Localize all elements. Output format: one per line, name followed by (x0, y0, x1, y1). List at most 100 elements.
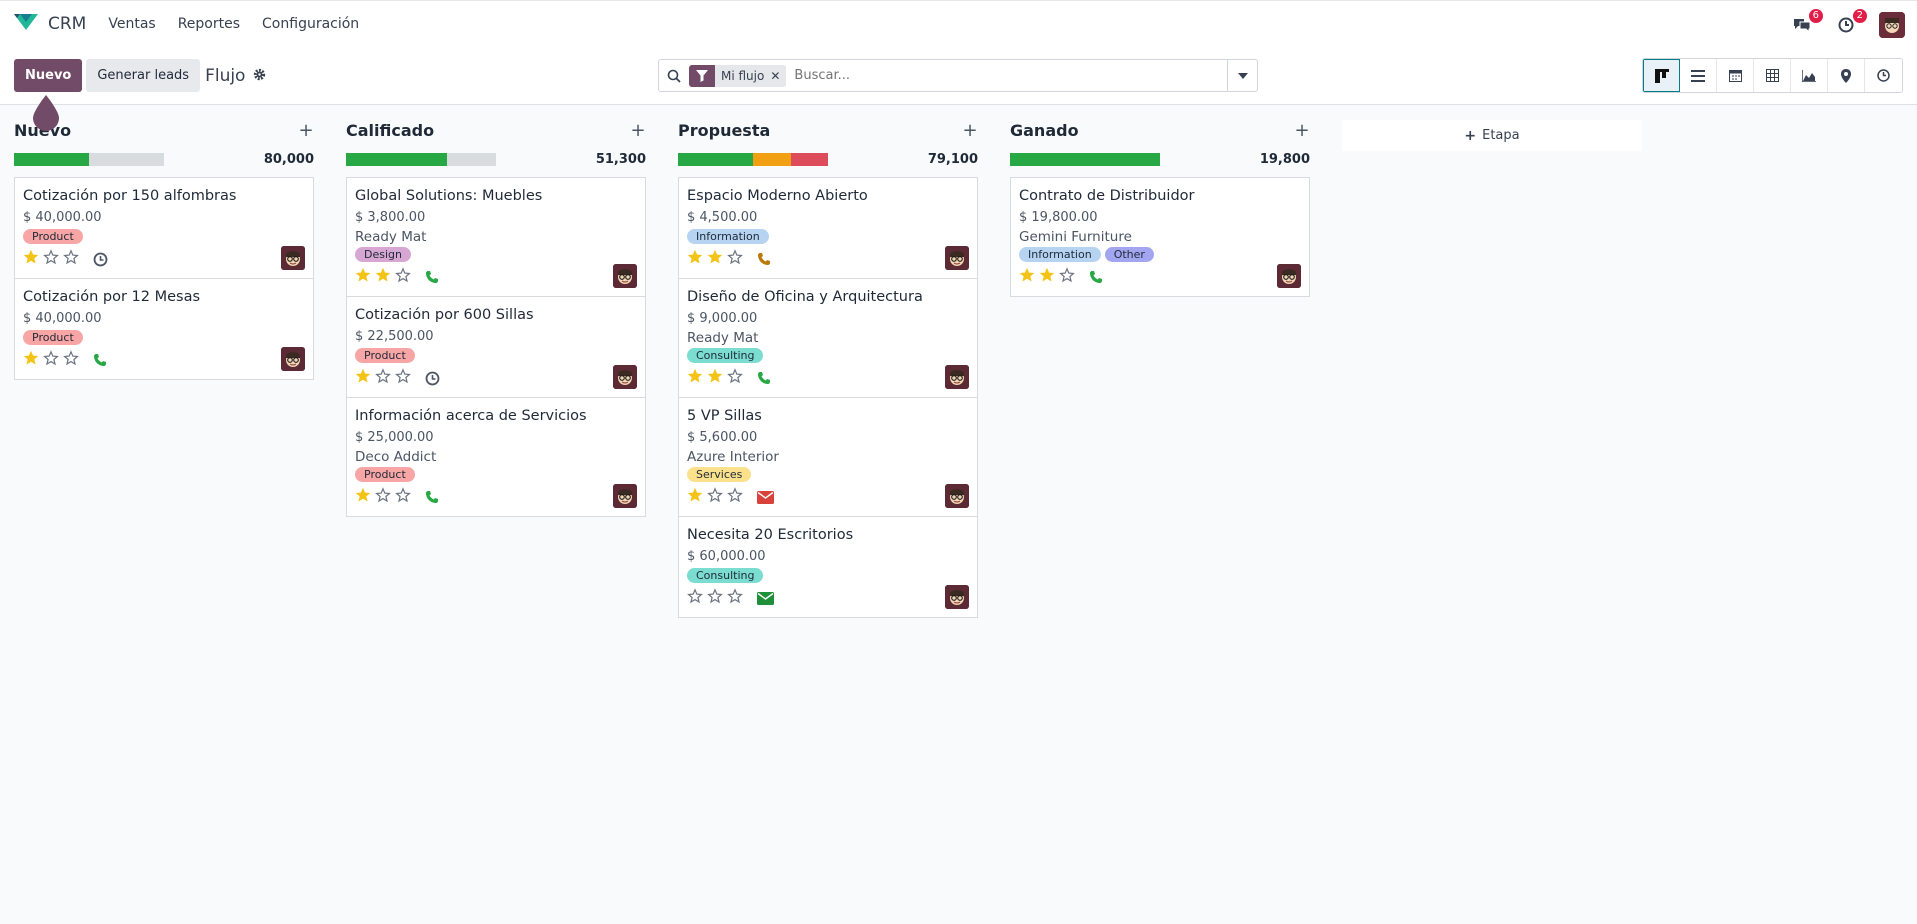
star-icon[interactable] (687, 588, 703, 608)
clock-icon[interactable] (93, 252, 108, 267)
column-progress-bar[interactable] (14, 152, 164, 166)
app-logo[interactable]: CRM (12, 12, 86, 36)
kanban-card[interactable]: Contrato de Distribuidor $ 19,800.00 Gemin… (1011, 178, 1309, 296)
view-pivot-button[interactable] (1754, 59, 1791, 92)
star-icon[interactable] (43, 350, 59, 370)
column-progress-bar[interactable] (678, 152, 828, 166)
column-title[interactable]: Propuesta (678, 120, 771, 140)
star-icon[interactable] (375, 487, 391, 507)
assignee-avatar[interactable] (1277, 264, 1301, 288)
column-progress-bar[interactable] (1010, 152, 1160, 166)
phone-icon[interactable] (425, 490, 439, 504)
star-icon[interactable] (43, 249, 59, 269)
star-icon[interactable] (707, 249, 723, 269)
generate-leads-button[interactable]: Generar leads (86, 59, 201, 92)
activities-button[interactable]: 2 (1835, 8, 1867, 36)
search-options-toggle[interactable] (1227, 60, 1257, 91)
kanban-card[interactable]: Cotización por 150 alfombras $ 40,000.00 P… (15, 178, 313, 279)
progress-segment[interactable] (346, 152, 447, 166)
star-icon[interactable] (687, 368, 703, 388)
phone-icon[interactable] (757, 252, 771, 266)
phone-icon[interactable] (425, 270, 439, 284)
star-icon[interactable] (395, 267, 411, 287)
view-map-button[interactable] (1828, 59, 1865, 92)
star-icon[interactable] (355, 267, 371, 287)
assignee-avatar[interactable] (613, 365, 637, 389)
star-icon[interactable] (395, 368, 411, 388)
assignee-avatar[interactable] (945, 585, 969, 609)
kanban-card[interactable]: Información acerca de Servicios $ 25,000.… (347, 398, 645, 516)
star-icon[interactable] (707, 487, 723, 507)
kanban-card[interactable]: Cotización por 600 Sillas $ 22,500.00 Prod… (347, 297, 645, 398)
kanban-card[interactable]: Diseño de Oficina y Arquitectura $ 9,000.… (679, 279, 977, 398)
column-progress-row: 80,000 (14, 147, 314, 171)
assignee-avatar[interactable] (281, 347, 305, 371)
progress-segment[interactable] (790, 152, 828, 166)
progress-segment[interactable] (678, 152, 753, 166)
menu-configuracion[interactable]: Configuración (262, 16, 360, 32)
mail-icon[interactable] (757, 591, 774, 605)
star-icon[interactable] (687, 487, 703, 507)
star-icon[interactable] (727, 368, 743, 388)
view-graph-button[interactable] (1791, 59, 1828, 92)
view-kanban-button[interactable] (1643, 59, 1680, 92)
add-stage-button[interactable]: + Etapa (1342, 120, 1642, 151)
star-icon[interactable] (63, 350, 79, 370)
assignee-avatar[interactable] (613, 264, 637, 288)
quick-create-plus-icon[interactable]: + (298, 119, 314, 141)
assignee-avatar[interactable] (945, 246, 969, 270)
progress-segment[interactable] (1010, 152, 1160, 166)
star-icon[interactable] (1039, 267, 1055, 287)
assignee-avatar[interactable] (281, 246, 305, 270)
star-icon[interactable] (395, 487, 411, 507)
mail-icon[interactable] (757, 490, 774, 504)
progress-segment[interactable] (14, 152, 89, 166)
phone-icon[interactable] (757, 371, 771, 385)
star-icon[interactable] (727, 249, 743, 269)
star-icon[interactable] (355, 368, 371, 388)
column-progress-bar[interactable] (346, 152, 496, 166)
gear-icon[interactable] (253, 66, 266, 86)
quick-create-plus-icon[interactable]: + (1294, 119, 1310, 141)
view-activity-button[interactable] (1865, 59, 1902, 92)
kanban-card[interactable]: Espacio Moderno Abierto $ 4,500.00 Informa… (679, 178, 977, 279)
control-panel: Nuevo Generar leads Flujo Mi flujo ✕ (0, 47, 1917, 105)
star-icon[interactable] (375, 368, 391, 388)
column-title[interactable]: Ganado (1010, 120, 1079, 140)
view-list-button[interactable] (1680, 59, 1717, 92)
star-icon[interactable] (23, 350, 39, 370)
view-calendar-button[interactable] (1717, 59, 1754, 92)
assignee-avatar[interactable] (945, 484, 969, 508)
star-icon[interactable] (727, 588, 743, 608)
kanban-card[interactable]: Global Solutions: Muebles $ 3,800.00 Ready… (347, 178, 645, 297)
star-icon[interactable] (23, 249, 39, 269)
star-icon[interactable] (687, 249, 703, 269)
column-title[interactable]: Calificado (346, 120, 435, 140)
progress-segment[interactable] (753, 152, 791, 166)
quick-create-plus-icon[interactable]: + (630, 119, 646, 141)
quick-create-plus-icon[interactable]: + (962, 119, 978, 141)
star-icon[interactable] (1059, 267, 1075, 287)
menu-reportes[interactable]: Reportes (177, 16, 241, 32)
kanban-card[interactable]: Cotización por 12 Mesas $ 40,000.00 Produc… (15, 279, 313, 379)
star-icon[interactable] (1019, 267, 1035, 287)
star-icon[interactable] (63, 249, 79, 269)
star-icon[interactable] (707, 588, 723, 608)
clock-icon[interactable] (425, 371, 440, 386)
star-icon[interactable] (355, 487, 371, 507)
assignee-avatar[interactable] (613, 484, 637, 508)
menu-ventas[interactable]: Ventas (108, 16, 156, 32)
user-avatar[interactable] (1879, 11, 1905, 38)
new-button[interactable]: Nuevo (14, 59, 83, 92)
search-input[interactable] (794, 68, 1227, 83)
kanban-card[interactable]: Necesita 20 Escritorios $ 60,000.00 Consul… (679, 517, 977, 617)
messages-button[interactable]: 6 (1791, 8, 1823, 36)
facet-remove-icon[interactable]: ✕ (770, 68, 781, 83)
star-icon[interactable] (727, 487, 743, 507)
star-icon[interactable] (375, 267, 391, 287)
star-icon[interactable] (707, 368, 723, 388)
phone-icon[interactable] (93, 353, 107, 367)
phone-icon[interactable] (1089, 270, 1103, 284)
assignee-avatar[interactable] (945, 365, 969, 389)
kanban-card[interactable]: 5 VP Sillas $ 5,600.00 Azure Interior Servi… (679, 398, 977, 517)
